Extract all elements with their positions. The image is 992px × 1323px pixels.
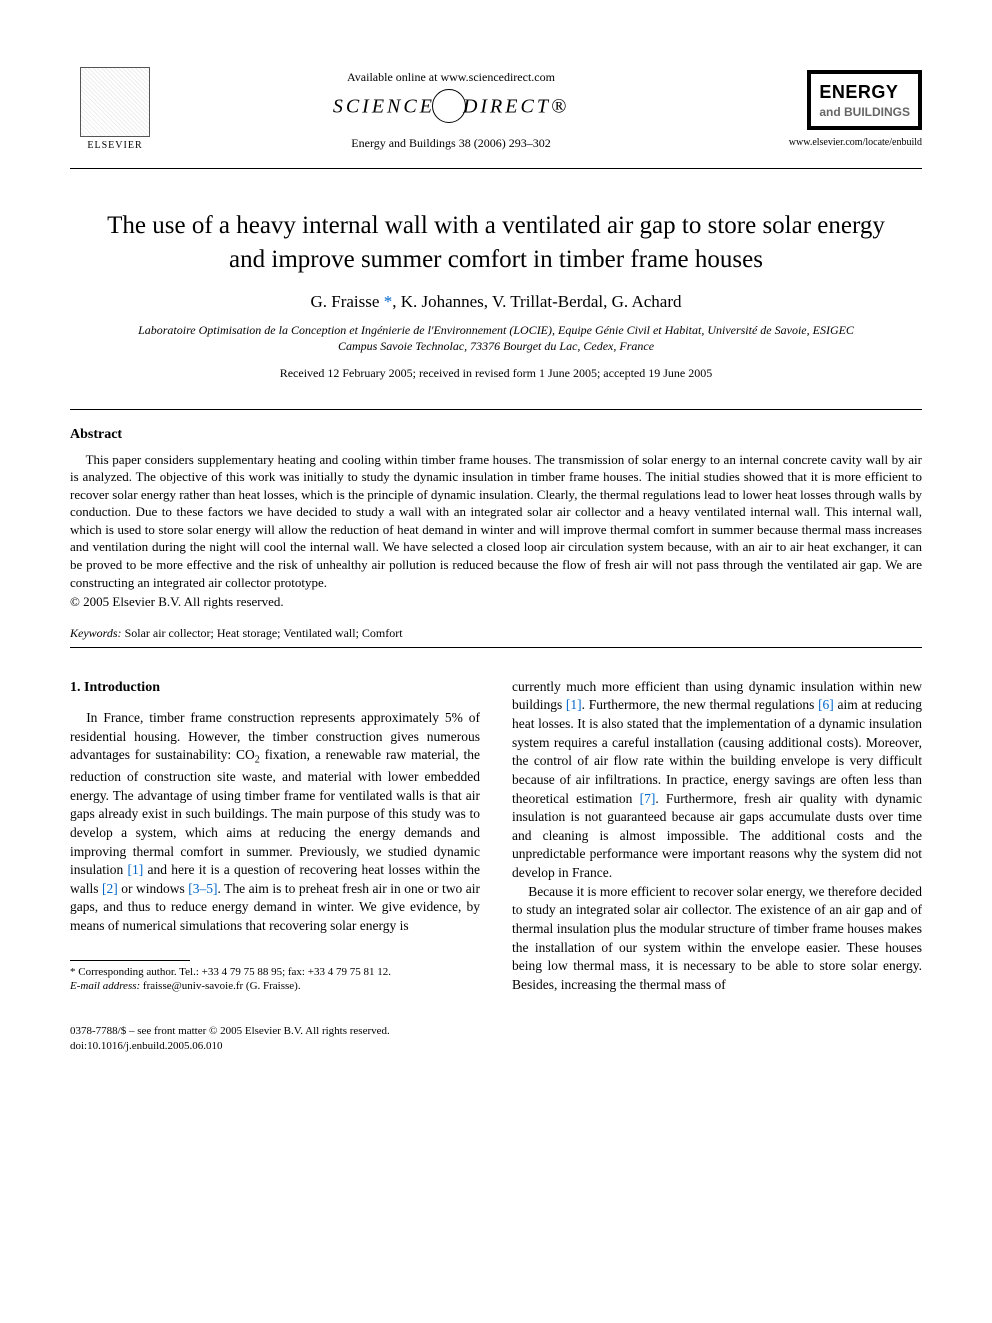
email-label: E-mail address:	[70, 980, 140, 992]
col2-text-c: aim at reducing heat losses. It is also …	[512, 697, 922, 805]
page-header: ELSEVIER Available online at www.science…	[70, 60, 922, 169]
journal-url: www.elsevier.com/locate/enbuild	[742, 136, 922, 150]
col1-text-d: or windows	[118, 881, 189, 896]
journal-box: ENERGY and BUILDINGS www.elsevier.com/lo…	[742, 70, 922, 150]
elsevier-tree-icon	[80, 67, 150, 137]
corr-line2: E-mail address: fraisse@univ-savoie.fr (…	[70, 979, 480, 993]
abstract-heading: Abstract	[70, 426, 922, 445]
journal-title-line2: and BUILDINGS	[819, 104, 910, 120]
section-heading-intro: 1. Introduction	[70, 678, 480, 697]
column-left: 1. Introduction In France, timber frame …	[70, 678, 480, 995]
article-title: The use of a heavy internal wall with a …	[100, 209, 892, 277]
email-value: fraisse@univ-savoie.fr (G. Fraisse).	[143, 980, 301, 992]
authors-text: G. Fraisse *, K. Johannes, V. Trillat-Be…	[310, 292, 681, 311]
abstract-copyright: © 2005 Elsevier B.V. All rights reserved…	[70, 593, 922, 611]
sd-logo-right: DIRECT®	[463, 96, 569, 118]
authors-line: G. Fraisse *, K. Johannes, V. Trillat-Be…	[70, 291, 922, 314]
journal-title-box: ENERGY and BUILDINGS	[807, 70, 922, 130]
ref-link-1b[interactable]: [1]	[566, 697, 582, 712]
divider-above-abstract	[70, 409, 922, 410]
article-dates: Received 12 February 2005; received in r…	[70, 365, 922, 381]
abstract-body: This paper considers supplementary heati…	[70, 451, 922, 611]
ref-link-7[interactable]: [7]	[640, 791, 656, 806]
body-columns: 1. Introduction In France, timber frame …	[70, 678, 922, 995]
sd-logo-left: SCIENCE	[333, 96, 435, 118]
elsevier-logo: ELSEVIER	[70, 60, 160, 160]
corr-line1: * Corresponding author. Tel.: +33 4 79 7…	[70, 965, 480, 979]
footer-line1: 0378-7788/$ – see front matter © 2005 El…	[70, 1024, 922, 1038]
footer-line2: doi:10.1016/j.enbuild.2005.06.010	[70, 1039, 922, 1053]
ref-link-2[interactable]: [2]	[102, 881, 118, 896]
col1-text-b: fixation, a renewable raw material, the …	[70, 747, 480, 877]
elsevier-label: ELSEVIER	[87, 139, 142, 153]
available-online-text: Available online at www.sciencedirect.co…	[160, 69, 742, 85]
corresponding-separator	[70, 960, 190, 961]
abstract-text: This paper considers supplementary heati…	[70, 451, 922, 591]
keywords-label: Keywords:	[70, 626, 122, 640]
citation-line: Energy and Buildings 38 (2006) 293–302	[160, 135, 742, 151]
ref-link-3-5[interactable]: [3–5]	[188, 881, 217, 896]
col2-text-b: . Furthermore, the new thermal regulatio…	[582, 697, 818, 712]
keywords-line: Keywords: Solar air collector; Heat stor…	[70, 625, 922, 641]
ref-link-1[interactable]: [1]	[128, 862, 144, 877]
affiliation: Laboratoire Optimisation de la Conceptio…	[130, 323, 862, 354]
ref-link-6[interactable]: [6]	[818, 697, 834, 712]
divider-below-keywords	[70, 647, 922, 648]
col1-paragraph-1: In France, timber frame construction rep…	[70, 709, 480, 936]
journal-title-line1: ENERGY	[819, 80, 910, 104]
keywords-list: Solar air collector; Heat storage; Venti…	[125, 626, 403, 640]
col2-paragraph-2: Because it is more efficient to recover …	[512, 883, 922, 995]
page-footer: 0378-7788/$ – see front matter © 2005 El…	[70, 1024, 922, 1053]
header-center: Available online at www.sciencedirect.co…	[160, 69, 742, 151]
column-right: currently much more efficient than using…	[512, 678, 922, 995]
col2-paragraph-1: currently much more efficient than using…	[512, 678, 922, 883]
sd-d-icon	[432, 89, 466, 123]
sciencedirect-logo: SCIENCE DIRECT®	[160, 91, 742, 125]
corresponding-author-block: * Corresponding author. Tel.: +33 4 79 7…	[70, 965, 480, 994]
